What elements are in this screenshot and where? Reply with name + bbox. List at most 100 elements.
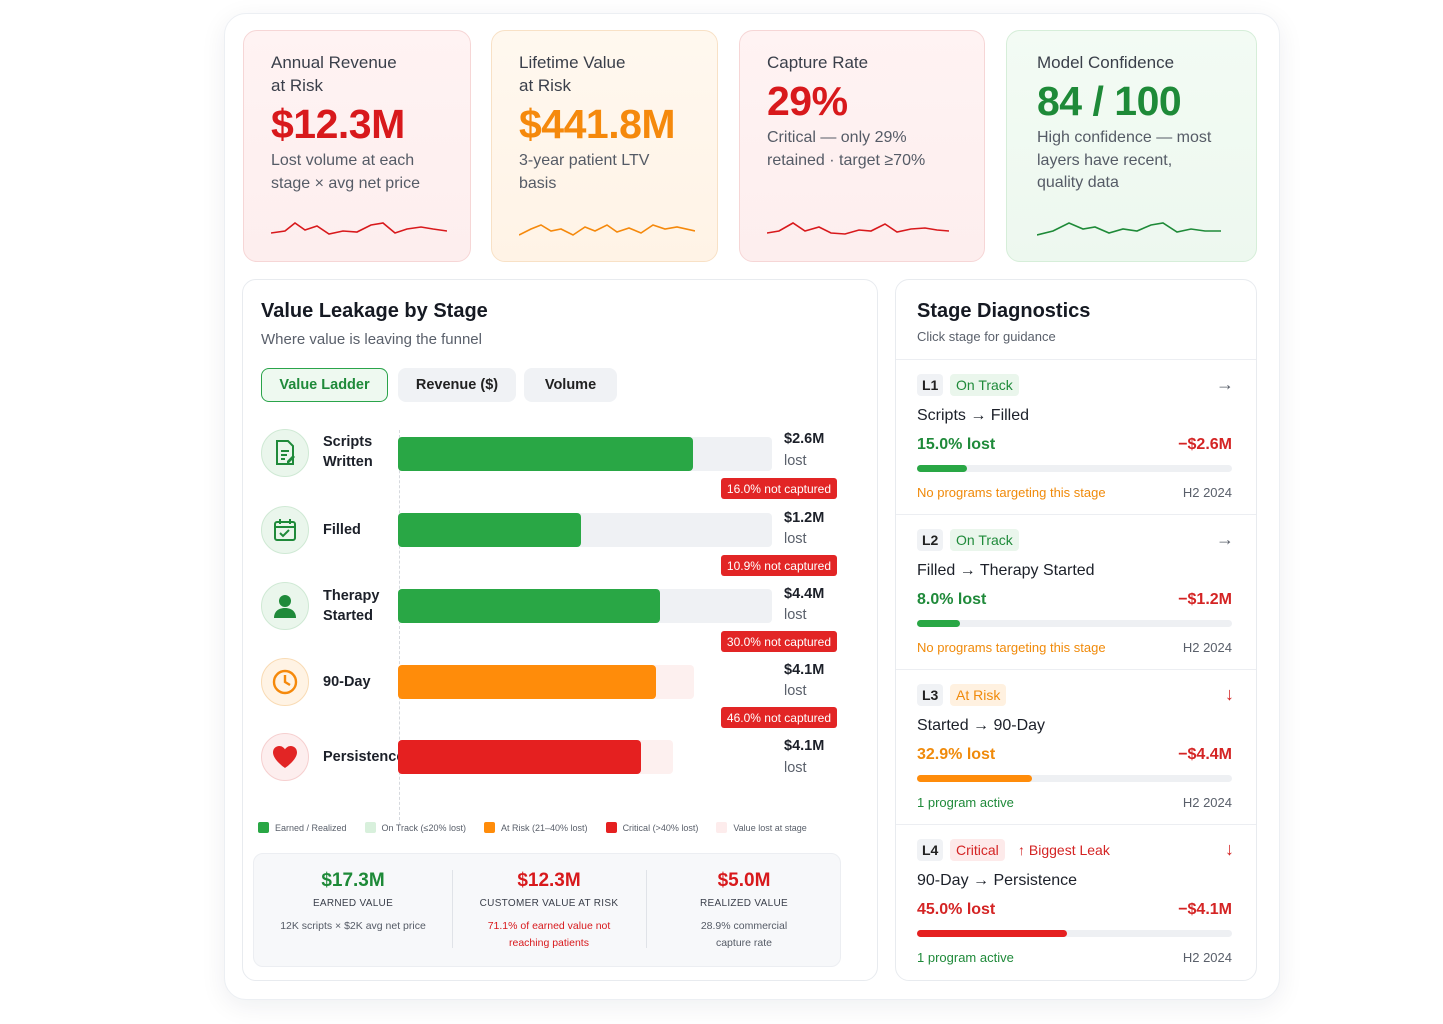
period-label: H2 2024 — [1182, 640, 1232, 655]
prescription-icon — [261, 429, 309, 477]
legend-item: At Risk (21–40% lost) — [484, 822, 588, 833]
arrow-down-icon[interactable]: ↓ — [1225, 684, 1234, 704]
sparkline — [519, 224, 695, 236]
stage-label: Scripts — [323, 434, 373, 450]
tab-volume[interactable]: Volume — [524, 368, 617, 402]
legend-swatch — [605, 822, 617, 833]
diagnostic-card-l2[interactable]: L2 On Track → Filled → Therapy Started 8… — [896, 515, 1256, 670]
summary-realized-value: $5.0M REALIZED VALUE 28.9% commercial ca… — [646, 854, 842, 968]
kpi-value: $12.3M — [271, 101, 405, 147]
not-captured-badge: 10.9% not captured — [720, 555, 837, 576]
legend-swatch — [364, 822, 376, 833]
progress-track — [917, 620, 1232, 627]
chart-legend: Earned / Realized On Track (≤20% lost) A… — [258, 822, 825, 833]
program-note: No programs targeting this stage — [917, 640, 1106, 655]
diagnostic-card-l4[interactable]: L4 Critical ↑ Biggest Leak ↓ 90-Day → Pe… — [896, 825, 1256, 980]
kpi-desc: High confidence — most — [1037, 129, 1212, 146]
legend-item: Value lost at stage — [716, 822, 807, 833]
status-badge: On Track — [950, 374, 1019, 396]
status-badge: On Track — [950, 529, 1019, 551]
level-badge: L2 — [917, 529, 944, 551]
axis-divider — [399, 430, 400, 825]
stage-bar-earned[interactable] — [398, 665, 656, 699]
clock-icon — [261, 658, 309, 706]
summary-value: $17.3M — [321, 870, 385, 891]
summary-desc: 71.1% of earned value not — [487, 920, 611, 932]
summary-divider — [646, 870, 647, 948]
panel-subtitle: Click stage for guidance — [917, 329, 1056, 344]
summary-label: REALIZED VALUE — [700, 898, 788, 909]
summary-earned-value: $17.3M EARNED VALUE 12K scripts × $2K av… — [254, 854, 452, 968]
stage-label: Therapy — [323, 588, 380, 604]
kpi-desc: Lost volume at each — [271, 152, 415, 169]
stage-transition: Scripts → Filled — [917, 407, 1030, 424]
legend-item: Earned / Realized — [258, 822, 347, 833]
panel-title: Value Leakage by Stage — [261, 300, 488, 322]
diagnostic-card-l3[interactable]: L3 At Risk ↓ Started → 90-Day 32.9% lost… — [896, 670, 1256, 825]
kpi-capture-rate-card: Capture Rate 29% Critical — only 29% ret… — [739, 30, 985, 262]
kpi-model-confidence-card: Model Confidence 84 / 100 High confidenc… — [1006, 30, 1257, 262]
stage-label: Persistence — [323, 749, 405, 765]
kpi-desc: quality data — [1037, 174, 1119, 191]
lost-amount: $2.6M — [784, 431, 825, 447]
kpi-value: $441.8M — [519, 101, 676, 147]
diagnostic-card-l1[interactable]: L1 On Track → Scripts → Filled 15.0% los… — [896, 360, 1256, 515]
legend-label: On Track (≤20% lost) — [381, 822, 467, 833]
stage-label: 90-Day — [323, 674, 371, 690]
kpi-desc: Critical — only 29% — [767, 129, 907, 146]
not-captured-badge: 46.0% not captured — [720, 707, 837, 728]
arrow-right-icon[interactable]: → — [1216, 374, 1234, 394]
arrow-right-icon[interactable]: → — [1216, 529, 1234, 549]
level-badge: L4 — [917, 839, 944, 861]
tab-revenue[interactable]: Revenue ($) — [398, 368, 516, 402]
summary-value: $12.3M — [517, 870, 581, 891]
value-summary: $17.3M EARNED VALUE 12K scripts × $2K av… — [253, 853, 841, 967]
progress-track — [917, 775, 1232, 782]
period-label: H2 2024 — [1182, 485, 1232, 500]
summary-label: EARNED VALUE — [312, 898, 394, 909]
amount-lost: −$4.1M — [1178, 901, 1232, 918]
progress-fill — [917, 620, 960, 627]
biggest-leak-badge: ↑ Biggest Leak — [1018, 842, 1110, 858]
amount-lost: −$4.4M — [1178, 746, 1232, 763]
legend-swatch — [484, 822, 496, 833]
stage-bar-earned[interactable] — [398, 513, 581, 547]
not-captured-badge: 30.0% not captured — [720, 631, 837, 652]
sparkline — [767, 222, 949, 235]
level-badge: L3 — [917, 684, 944, 706]
stage-label: Filled — [323, 522, 361, 538]
lost-label: lost — [784, 607, 807, 623]
progress-track — [917, 930, 1232, 937]
kpi-annual-revenue-card: Annual Revenue at Risk $12.3M Lost volum… — [243, 30, 471, 262]
arrow-down-icon[interactable]: ↓ — [1225, 839, 1234, 859]
stage-bar-earned[interactable] — [398, 437, 693, 471]
kpi-value: 29% — [767, 78, 848, 124]
program-note: No programs targeting this stage — [917, 485, 1106, 500]
tab-value-ladder[interactable]: Value Ladder — [261, 368, 388, 402]
stage-bar-earned[interactable] — [398, 589, 660, 623]
calendar-check-icon — [261, 506, 309, 554]
period-label: H2 2024 — [1182, 950, 1232, 965]
person-icon — [261, 582, 309, 630]
kpi-label: Lifetime Value — [519, 53, 626, 72]
panel-subtitle: Where value is leaving the funnel — [261, 331, 482, 348]
program-note: 1 program active — [917, 795, 1014, 810]
heart-icon — [261, 733, 309, 781]
legend-item: On Track (≤20% lost) — [364, 822, 467, 833]
kpi-desc: basis — [519, 174, 557, 192]
percent-lost: 32.9% lost — [917, 746, 996, 763]
stage-label: Written — [323, 454, 373, 470]
panel-title: Stage Diagnostics — [917, 300, 1091, 322]
legend-swatch — [716, 822, 728, 833]
legend-label: At Risk (21–40% lost) — [501, 822, 588, 833]
sparkline — [1037, 222, 1221, 236]
kpi-lifetime-value-card: Lifetime Value at Risk $441.8M 3-year pa… — [491, 30, 718, 262]
stage-bar-earned[interactable] — [398, 740, 641, 774]
progress-track — [917, 465, 1232, 472]
kpi-desc: stage × avg net price — [271, 174, 420, 192]
lost-amount: $4.1M — [784, 662, 825, 678]
progress-fill — [917, 465, 968, 472]
status-badge: Critical — [950, 839, 1005, 861]
kpi-label: at Risk — [519, 76, 571, 95]
percent-lost: 8.0% lost — [917, 591, 987, 608]
